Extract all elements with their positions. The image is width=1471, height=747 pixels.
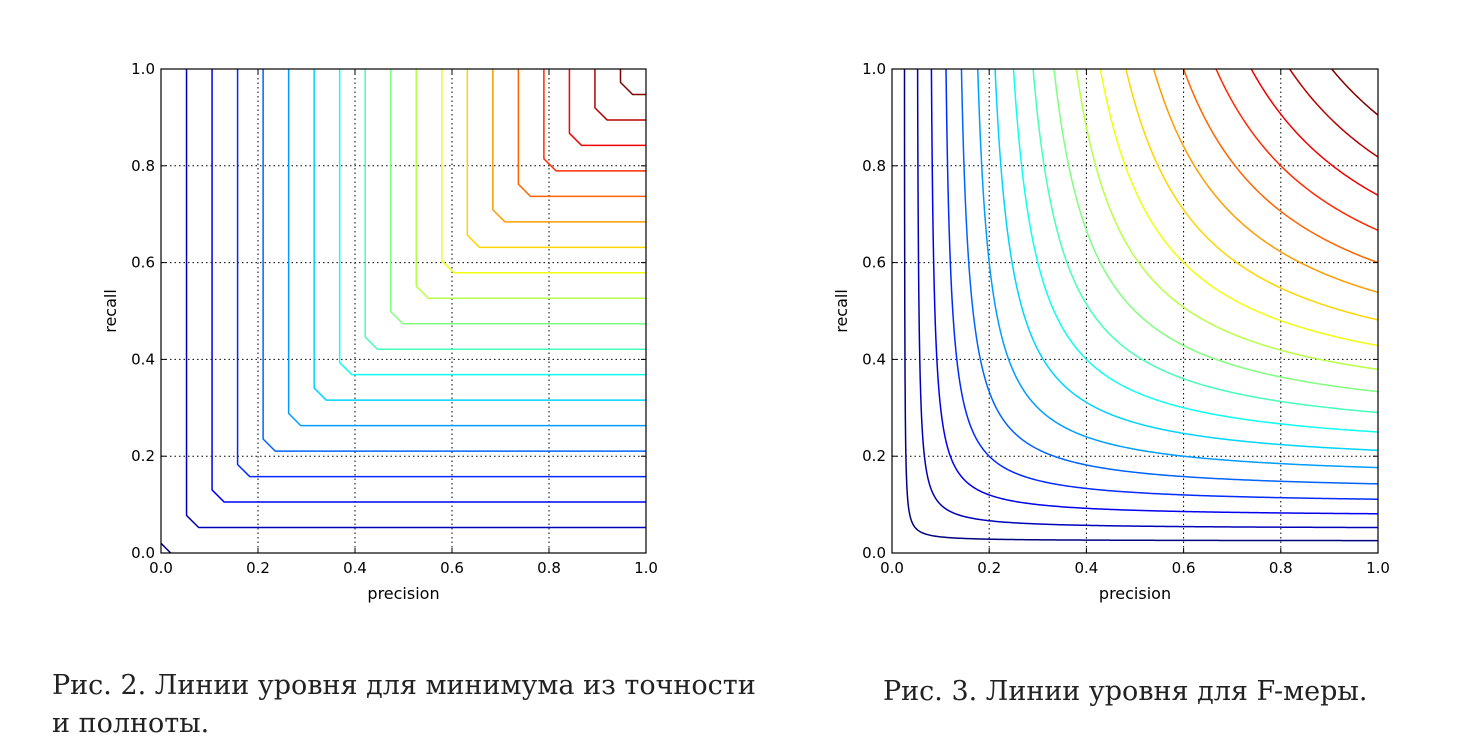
contour-line	[1250, 69, 1378, 196]
x-tick-label: 0.2	[246, 559, 270, 577]
contour-line	[1012, 69, 1378, 433]
contour-line	[977, 69, 1378, 469]
contour-line	[1152, 69, 1378, 294]
y-axis-label: recall	[832, 289, 851, 333]
plot-frame	[891, 68, 1379, 554]
contour-line	[517, 69, 646, 198]
x-tick-label: 0.4	[1074, 559, 1098, 577]
contour-line	[903, 69, 1378, 542]
contour-line	[916, 69, 1378, 529]
axis-ticks: 0.0 0.2 0.4 0.6 0.8 1.0 0.0 0.2 0.4 0.6 0.8 1.0	[862, 60, 1390, 577]
y-tick-label: 1.0	[131, 60, 155, 78]
x-axis-label: precision	[1099, 584, 1171, 603]
y-tick-label: 1.0	[862, 60, 886, 78]
contour-line	[313, 69, 646, 401]
contour-line	[287, 69, 646, 427]
contour-line	[543, 69, 646, 172]
contour-line	[1215, 69, 1378, 232]
contour-line	[1075, 69, 1378, 371]
contour-line	[415, 69, 646, 300]
contour-line	[1125, 69, 1378, 321]
contour-line	[364, 69, 646, 350]
x-tick-label: 0.6	[1172, 559, 1196, 577]
contour-line	[960, 69, 1378, 485]
figure-2-caption: Рис. 2. Линии уровня для минимума из точ…	[52, 670, 756, 739]
contour-line	[441, 69, 646, 274]
contour-line	[1032, 69, 1378, 414]
axis-ticks: 0.0 0.2 0.4 0.6 0.8 1.0 0.0 0.2 0.4 0.6 0.8 1.0	[131, 60, 658, 577]
contour-line	[161, 542, 172, 553]
grid	[892, 69, 1378, 553]
contour-line	[1288, 69, 1378, 158]
contour-line	[930, 69, 1378, 515]
contour-lines	[903, 69, 1378, 542]
x-tick-label: 0.0	[149, 559, 173, 577]
x-tick-label: 0.4	[343, 559, 367, 577]
x-tick-label: 1.0	[634, 559, 658, 577]
contour-line	[185, 69, 646, 529]
contour-line	[1053, 69, 1378, 393]
contour-line	[1099, 69, 1378, 347]
contour-line	[236, 69, 646, 478]
plot-frame	[160, 68, 647, 554]
x-tick-label: 0.2	[977, 559, 1001, 577]
contour-line	[338, 69, 646, 376]
contour-line	[262, 69, 646, 452]
y-axis-label: recall	[101, 289, 120, 333]
contour-line	[994, 69, 1378, 452]
y-tick-label: 0.2	[862, 447, 886, 465]
y-tick-label: 0.2	[131, 447, 155, 465]
contour-line	[619, 69, 646, 96]
x-tick-label: 1.0	[1366, 559, 1390, 577]
contour-line	[389, 69, 646, 325]
x-tick-label: 0.6	[440, 559, 464, 577]
y-tick-label: 0.6	[131, 254, 155, 272]
contour-line	[945, 69, 1378, 500]
figure-3-caption: Рис. 3. Линии уровня для F-меры.	[883, 676, 1368, 707]
contour-line	[492, 69, 646, 223]
y-tick-label: 0.0	[131, 544, 155, 562]
contour-line	[594, 69, 646, 121]
x-tick-label: 0.8	[537, 559, 561, 577]
contour-line	[211, 69, 646, 503]
x-tick-label: 0.8	[1269, 559, 1293, 577]
f-measure-contour-plot: 0.0 0.2 0.4 0.6 0.8 1.0 0.0 0.2 0.4 0.6 0.8 1.0 prec…	[832, 60, 1390, 603]
contour-lines	[161, 69, 646, 553]
y-tick-label: 0.4	[131, 350, 155, 368]
grid	[161, 69, 646, 553]
min-contour-plot: 0.0 0.2 0.4 0.6 0.8 1.0 0.0 0.2 0.4 0.6 0.8 1.0 prec…	[101, 60, 658, 603]
y-tick-label: 0.8	[131, 157, 155, 175]
contour-line	[568, 69, 646, 147]
contour-line	[466, 69, 646, 249]
y-tick-label: 0.0	[862, 544, 886, 562]
contour-line	[1330, 69, 1378, 116]
figure-canvas: 0.0 0.2 0.4 0.6 0.8 1.0 0.0 0.2 0.4 0.6 0.8 1.0 prec…	[101, 60, 1390, 603]
y-tick-label: 0.8	[862, 157, 886, 175]
y-tick-label: 0.4	[862, 350, 886, 368]
x-axis-label: precision	[367, 584, 439, 603]
contour-line	[1182, 69, 1378, 264]
y-tick-label: 0.6	[862, 254, 886, 272]
x-tick-label: 0.0	[880, 559, 904, 577]
